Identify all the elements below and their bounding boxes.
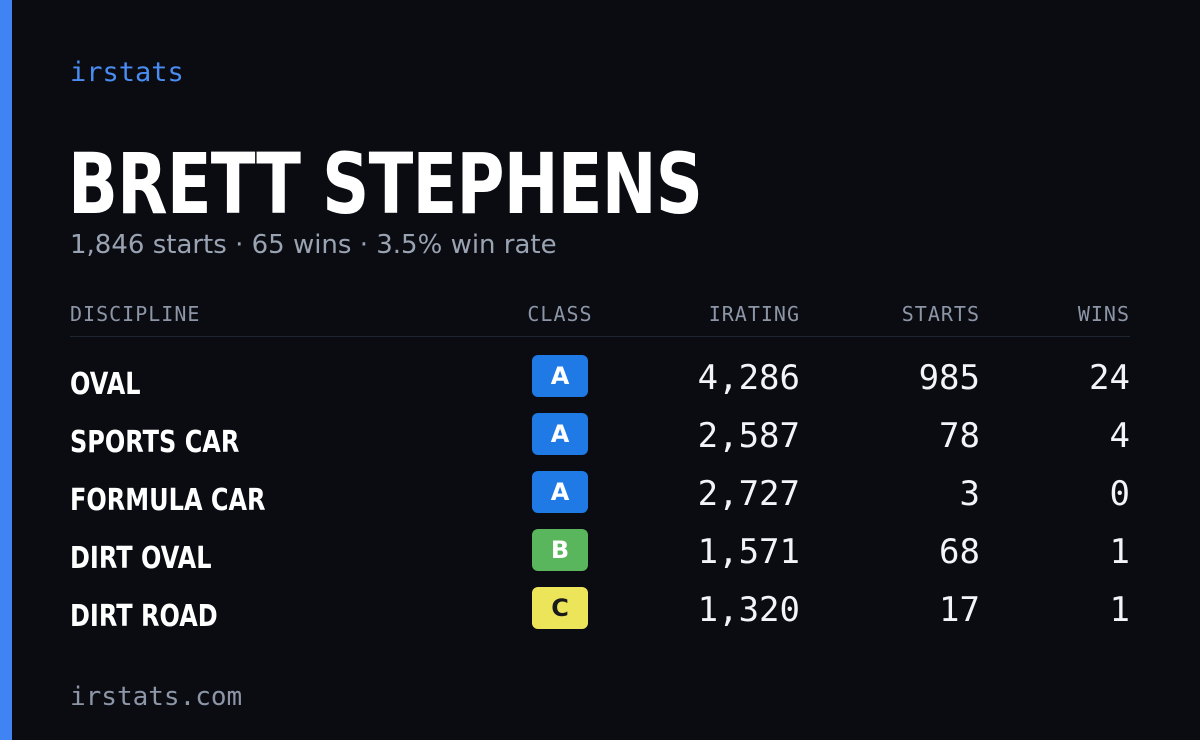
wins-value: 4 — [1109, 416, 1130, 456]
discipline-name: SPORTS CAR — [70, 425, 240, 460]
header-discipline: DISCIPLINE — [70, 302, 201, 326]
irating-value: 2,727 — [697, 474, 800, 514]
irating-value: 1,571 — [697, 532, 800, 572]
table-row: DIRT OVAL B 1,571 68 1 — [70, 529, 1130, 587]
table-row: OVAL A 4,286 985 24 — [70, 355, 1130, 413]
table-row: SPORTS CAR A 2,587 78 4 — [70, 413, 1130, 471]
starts-value: 17 — [939, 590, 980, 630]
irating-value: 2,587 — [697, 416, 800, 456]
footer-url: irstats.com — [70, 682, 243, 712]
driver-summary: 1,846 starts · 65 wins · 3.5% win rate — [70, 230, 557, 260]
class-badge: A — [532, 413, 588, 455]
header-starts: STARTS — [901, 302, 980, 326]
starts-value: 78 — [939, 416, 980, 456]
table-row: DIRT ROAD C 1,320 17 1 — [70, 587, 1130, 645]
stats-table: DISCIPLINE CLASS IRATING STARTS WINS OVA… — [70, 296, 1130, 645]
table-header: DISCIPLINE CLASS IRATING STARTS WINS — [70, 296, 1130, 337]
wins-value: 1 — [1109, 532, 1130, 572]
header-wins: WINS — [1077, 302, 1130, 326]
wins-value: 1 — [1109, 590, 1130, 630]
discipline-name: DIRT OVAL — [70, 541, 212, 576]
irating-value: 1,320 — [697, 590, 800, 630]
driver-name: BRETT STEPHENS — [68, 135, 703, 233]
discipline-name: OVAL — [70, 367, 141, 402]
wins-value: 24 — [1089, 358, 1130, 398]
header-irating: IRATING — [708, 302, 800, 326]
irating-value: 4,286 — [697, 358, 800, 398]
header-class: CLASS — [527, 302, 593, 326]
starts-value: 68 — [939, 532, 980, 572]
starts-value: 985 — [918, 358, 980, 398]
starts-value: 3 — [959, 474, 980, 514]
discipline-name: FORMULA CAR — [70, 483, 266, 518]
class-badge: A — [532, 355, 588, 397]
accent-bar — [0, 0, 12, 740]
table-row: FORMULA CAR A 2,727 3 0 — [70, 471, 1130, 529]
table-body: OVAL A 4,286 985 24 SPORTS CAR A 2,587 7… — [70, 355, 1130, 645]
brand-logo: irstats — [70, 57, 184, 88]
discipline-name: DIRT ROAD — [70, 599, 218, 634]
class-badge: C — [532, 587, 588, 629]
wins-value: 0 — [1109, 474, 1130, 514]
class-badge: B — [532, 529, 588, 571]
class-badge: A — [532, 471, 588, 513]
